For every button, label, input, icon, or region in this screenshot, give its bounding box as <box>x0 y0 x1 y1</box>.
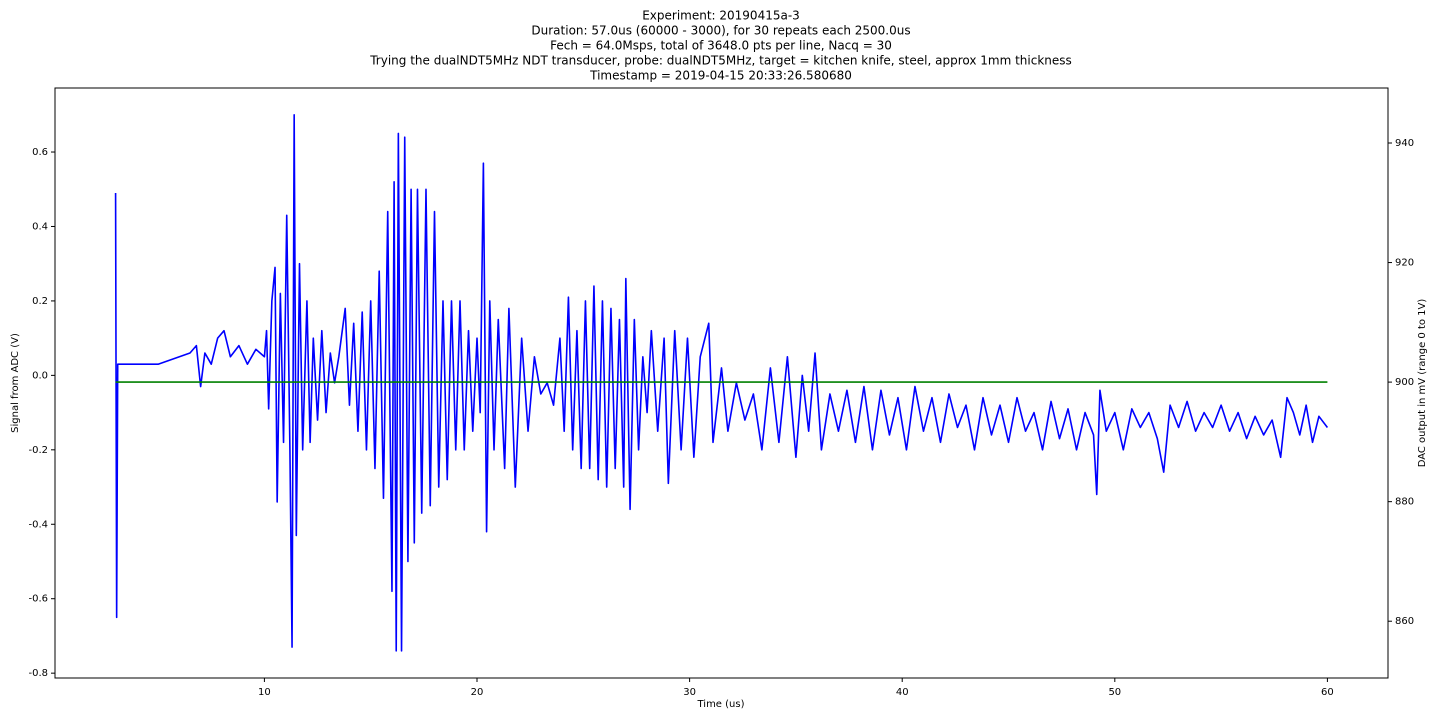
x-tick-label: 50 <box>1108 687 1121 698</box>
y-tick-label: -0.4 <box>28 519 48 530</box>
y-tick-label: -0.8 <box>28 668 48 679</box>
y-tick-label: 0.0 <box>32 370 48 381</box>
x-tick-label: 60 <box>1321 687 1334 698</box>
y2-tick-label: 900 <box>1395 377 1414 388</box>
chart-title: Fech = 64.0Msps, total of 3648.0 pts per… <box>550 39 892 53</box>
chart-title: Trying the dualNDT5MHz NDT transducer, p… <box>369 54 1072 68</box>
y-tick-label: 0.6 <box>32 147 48 158</box>
y2-axis-label: DAC output in mV (range 0 to 1V) <box>1417 299 1428 468</box>
chart-title: Timestamp = 2019-04-15 20:33:26.580680 <box>589 69 852 83</box>
x-tick-label: 30 <box>683 687 696 698</box>
y2-tick-label: 860 <box>1395 616 1414 627</box>
y-tick-label: 0.4 <box>32 221 48 232</box>
y2-tick-label: 940 <box>1395 138 1414 149</box>
chart-title: Duration: 57.0us (60000 - 3000), for 30 … <box>531 24 910 38</box>
y-axis-label: Signal from ADC (V) <box>10 333 21 433</box>
plot-frame <box>54 87 1389 679</box>
x-tick-label: 20 <box>471 687 484 698</box>
y2-tick-label: 880 <box>1395 497 1414 508</box>
y-tick-label: 0.2 <box>32 296 48 307</box>
x-axis-label: Time (us) <box>696 699 744 710</box>
x-tick-label: 40 <box>896 687 909 698</box>
x-tick-label: 10 <box>258 687 271 698</box>
y-tick-label: -0.2 <box>28 445 48 456</box>
y2-tick-label: 920 <box>1395 258 1414 269</box>
y-tick-label: -0.6 <box>28 594 48 605</box>
chart-title: Experiment: 20190415a-3 <box>642 9 800 23</box>
